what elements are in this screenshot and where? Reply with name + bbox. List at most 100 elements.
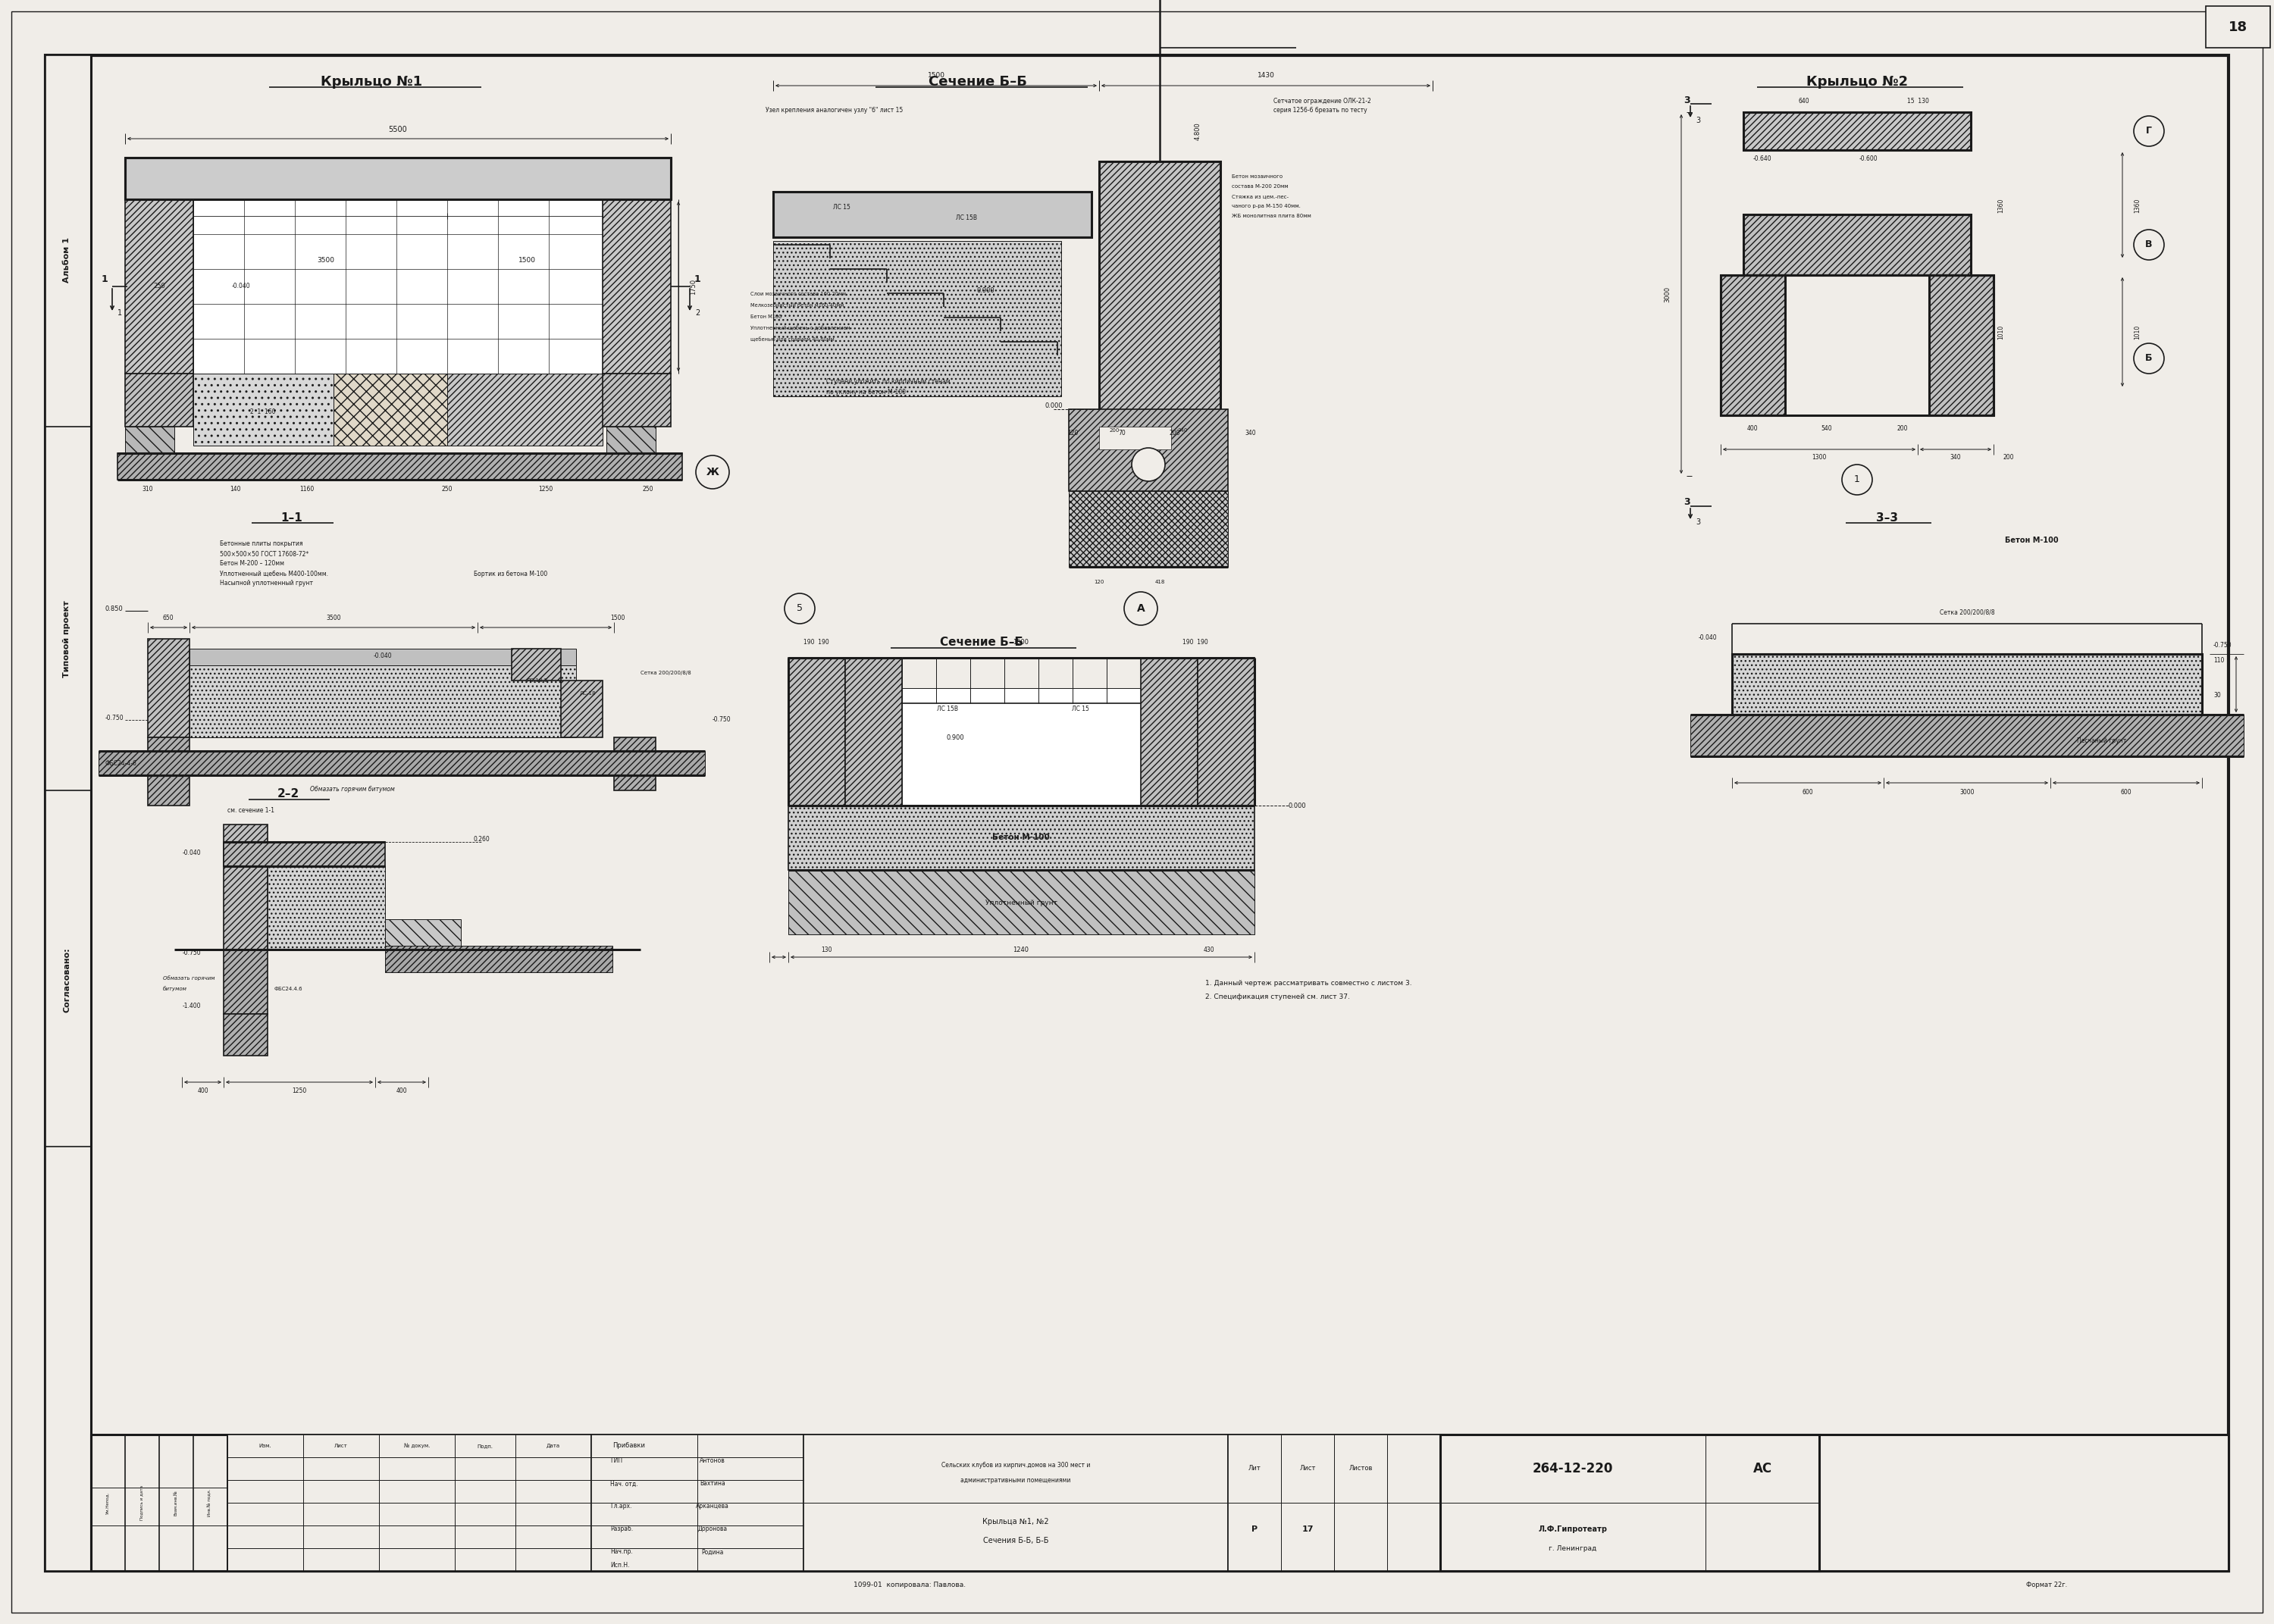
- Text: Подп.: Подп.: [478, 1444, 493, 1449]
- Text: 120: 120: [1067, 429, 1078, 437]
- Text: 264-12-220: 264-12-220: [1533, 1462, 1612, 1476]
- Bar: [334, 374, 448, 445]
- Text: см. сечение 1-1: см. сечение 1-1: [227, 807, 275, 814]
- Text: 3: 3: [1696, 117, 1701, 125]
- Text: -0.750: -0.750: [712, 716, 732, 723]
- Text: 1. Данный чертеж рассматривать совместно с листом 3.: 1. Данный чертеж рассматривать совместно…: [1205, 981, 1412, 987]
- Text: 1099-01  копировала: Павлова.: 1099-01 копировала: Павлова.: [853, 1582, 966, 1588]
- Text: Ум.Непод.: Ум.Непод.: [105, 1491, 109, 1514]
- Text: 250: 250: [644, 486, 653, 492]
- Text: 1300: 1300: [1812, 453, 1826, 460]
- Bar: [223, 950, 268, 1013]
- Text: -0.640: -0.640: [1753, 156, 1771, 162]
- Text: -0.750: -0.750: [182, 950, 200, 957]
- Text: 418: 418: [1155, 580, 1164, 585]
- Bar: [223, 1013, 268, 1056]
- Text: Гл.арх.: Гл.арх.: [609, 1504, 632, 1510]
- Text: А: А: [1137, 603, 1144, 614]
- Text: Формат 22г.: Формат 22г.: [2026, 1582, 2067, 1588]
- Bar: [607, 427, 655, 456]
- Text: 1010: 1010: [1997, 325, 2006, 339]
- Text: 400: 400: [396, 1088, 407, 1095]
- Text: 0.000: 0.000: [1289, 802, 1308, 809]
- Bar: [1228, 1434, 1439, 1570]
- Text: Б: Б: [2144, 354, 2153, 364]
- Text: 200: 200: [1169, 429, 1180, 437]
- Text: 130: 130: [821, 947, 832, 953]
- Text: 640: 640: [1799, 97, 1810, 104]
- Circle shape: [2133, 343, 2165, 374]
- Text: АС: АС: [1753, 1462, 1771, 1476]
- Text: В: В: [2144, 240, 2153, 250]
- Text: Арканцева: Арканцева: [696, 1504, 730, 1510]
- Text: 3000: 3000: [1960, 789, 1974, 796]
- Text: Согласовано:: Согласовано:: [64, 947, 70, 1012]
- Bar: [125, 158, 671, 200]
- Bar: [189, 666, 575, 737]
- Text: 1240: 1240: [1014, 947, 1028, 953]
- Text: битумом: битумом: [164, 986, 186, 992]
- Text: Крыльцо №1: Крыльцо №1: [321, 75, 423, 89]
- Bar: [512, 648, 562, 680]
- Text: -0.040: -0.040: [232, 283, 250, 289]
- Bar: [773, 192, 1092, 237]
- Text: -1.400: -1.400: [182, 1004, 200, 1010]
- Text: ЛС 15В: ЛС 15В: [937, 705, 957, 711]
- Text: 200: 200: [1897, 425, 1908, 432]
- Text: Подпись и дата: Подпись и дата: [141, 1486, 143, 1520]
- Text: Сечение Б–Б: Сечение Б–Б: [939, 637, 1023, 648]
- Bar: [223, 841, 384, 866]
- Bar: [223, 825, 268, 950]
- Bar: [118, 453, 682, 479]
- Text: щебенью или гравием 40-60мм: щебенью или гравием 40-60мм: [750, 336, 835, 343]
- Text: Бетон М-200 – 120мм: Бетон М-200 – 120мм: [221, 560, 284, 567]
- Bar: [448, 374, 603, 445]
- Text: 400: 400: [198, 1088, 209, 1095]
- Text: 0.260: 0.260: [473, 836, 489, 843]
- Text: 3000: 3000: [1665, 286, 1671, 302]
- Text: 1: 1: [102, 274, 107, 284]
- Text: Бетонные плиты покрытия: Бетонные плиты покрытия: [221, 541, 302, 547]
- Bar: [803, 1434, 1228, 1570]
- Text: Дата: Дата: [546, 1444, 559, 1449]
- Text: Уплотненный грунт: Уплотненный грунт: [985, 900, 1057, 906]
- Text: 0.850: 0.850: [105, 606, 123, 612]
- Text: Бетон М-100: Бетон М-100: [2006, 536, 2058, 544]
- Bar: [1744, 214, 1972, 274]
- Text: Прибавки: Прибавки: [614, 1442, 646, 1449]
- Bar: [1439, 1434, 1819, 1570]
- Text: Лит: Лит: [1248, 1465, 1260, 1471]
- Text: Уплотненный щебень М400-100мм.: Уплотненный щебень М400-100мм.: [221, 570, 327, 577]
- Text: 3–3: 3–3: [1876, 512, 1899, 523]
- Text: 250: 250: [441, 486, 453, 492]
- Text: серия 1256-6 брезать по тесту: серия 1256-6 брезать по тесту: [1273, 107, 1367, 114]
- Text: ЛС-18.5: ЛС-18.5: [528, 679, 548, 682]
- Bar: [1198, 658, 1255, 806]
- Bar: [148, 737, 189, 806]
- Text: Мелкозернистый бетон м160-40мм.: Мелкозернистый бетон м160-40мм.: [750, 302, 846, 309]
- Text: Лист: Лист: [334, 1444, 348, 1449]
- Text: чаного р-ра М-150 40мм.: чаного р-ра М-150 40мм.: [1233, 205, 1301, 208]
- Text: 340: 340: [1951, 453, 1960, 460]
- Bar: [1001, 341, 1057, 356]
- Text: 70: 70: [1119, 429, 1126, 437]
- Bar: [903, 689, 1142, 806]
- Bar: [830, 270, 887, 283]
- Text: Сетка 200/200/8/8: Сетка 200/200/8/8: [641, 671, 691, 676]
- Text: Типовой проект: Типовой проект: [64, 601, 70, 677]
- Circle shape: [785, 593, 814, 624]
- Text: 200: 200: [2003, 453, 2015, 460]
- Text: 250: 250: [152, 283, 166, 289]
- Text: 1250: 1250: [539, 486, 553, 492]
- Text: 0.900: 0.900: [976, 287, 994, 294]
- Text: состава М-200 20мм: состава М-200 20мм: [1233, 184, 1287, 188]
- Circle shape: [2133, 229, 2165, 260]
- Text: 15  130: 15 130: [1908, 97, 1928, 104]
- Text: 540: 540: [1821, 425, 1833, 432]
- Bar: [562, 680, 603, 737]
- Text: -0.040: -0.040: [373, 653, 391, 659]
- Text: Слои мозаичного состава 160-20мм.: Слои мозаичного состава 160-20мм.: [750, 292, 848, 296]
- Text: ЛС 15: ЛС 15: [832, 203, 850, 209]
- Text: ЛС-18: ЛС-18: [580, 692, 596, 695]
- Bar: [603, 200, 671, 374]
